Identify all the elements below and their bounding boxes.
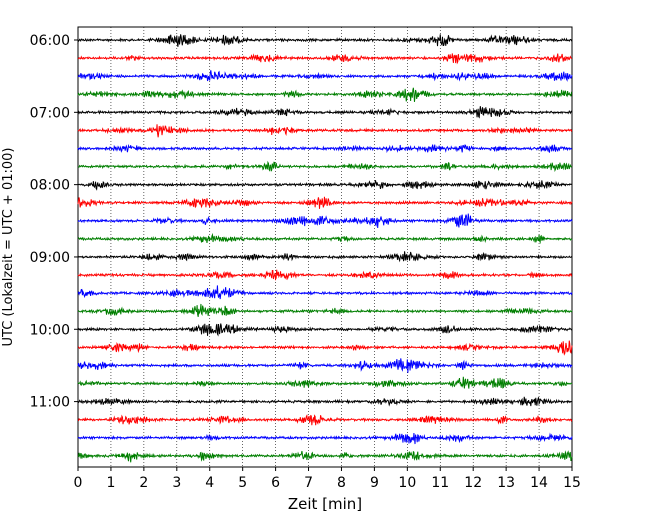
trace-line bbox=[77, 376, 573, 389]
x-tick-label: 14 bbox=[530, 475, 548, 491]
trace-line bbox=[77, 396, 573, 407]
y-tick-label: 09:00 bbox=[30, 250, 70, 266]
trace-line bbox=[77, 213, 573, 229]
trace-line bbox=[77, 87, 573, 102]
x-tick-label: 15 bbox=[563, 475, 581, 491]
plot-frame bbox=[77, 26, 573, 468]
x-tick-label: 10 bbox=[398, 475, 416, 491]
x-tick-label: 9 bbox=[370, 475, 379, 491]
grid-lines bbox=[110, 27, 540, 467]
x-tick-label: 0 bbox=[74, 475, 83, 491]
trace-line bbox=[77, 251, 573, 263]
seismogram-traces bbox=[77, 34, 573, 463]
y-tick-label: 08:00 bbox=[30, 178, 70, 194]
x-tick-label: 4 bbox=[205, 475, 214, 491]
x-tick-label: 5 bbox=[238, 475, 247, 491]
y-axis-ticks: 06:00 07:00 08:00 09:00 10:00 11:00 bbox=[30, 33, 78, 411]
trace-line bbox=[77, 358, 573, 373]
x-tick-label: 12 bbox=[464, 475, 482, 491]
x-tick-label: 1 bbox=[106, 475, 115, 491]
y-tick-label: 06:00 bbox=[30, 33, 70, 49]
trace-line bbox=[77, 450, 573, 463]
trace-line bbox=[77, 414, 573, 426]
x-tick-label: 7 bbox=[304, 475, 313, 491]
x-tick-label: 2 bbox=[139, 475, 148, 491]
trace-line bbox=[77, 232, 573, 245]
y-tick-label: 11:00 bbox=[30, 395, 70, 411]
trace-line bbox=[77, 106, 573, 119]
x-tick-label: 8 bbox=[337, 475, 346, 491]
trace-line bbox=[77, 70, 573, 82]
trace-line bbox=[77, 180, 573, 191]
x-axis-label: Zeit [min] bbox=[288, 495, 362, 513]
trace-line bbox=[77, 432, 573, 445]
y-tick-label: 10:00 bbox=[30, 322, 70, 338]
trace-line bbox=[77, 269, 573, 281]
trace-line bbox=[77, 34, 573, 47]
trace-line bbox=[77, 323, 573, 337]
x-tick-label: 13 bbox=[497, 475, 515, 491]
trace-line bbox=[77, 340, 573, 356]
trace-line bbox=[77, 285, 573, 300]
trace-line bbox=[77, 53, 573, 65]
trace-line bbox=[77, 160, 573, 173]
trace-line bbox=[77, 143, 573, 154]
y-tick-label: 07:00 bbox=[30, 105, 70, 121]
x-tick-label: 3 bbox=[172, 475, 181, 491]
trace-line bbox=[77, 303, 573, 317]
x-axis-ticks: 0 1 2 3 4 5 6 7 8 9 10 11 12 13 14 15 bbox=[74, 467, 581, 491]
trace-line bbox=[77, 196, 573, 209]
trace-line bbox=[77, 124, 573, 138]
x-tick-label: 6 bbox=[271, 475, 280, 491]
y-axis-label: UTC (Lokalzeit = UTC + 01:00) bbox=[1, 148, 16, 347]
x-tick-label: 11 bbox=[431, 475, 449, 491]
